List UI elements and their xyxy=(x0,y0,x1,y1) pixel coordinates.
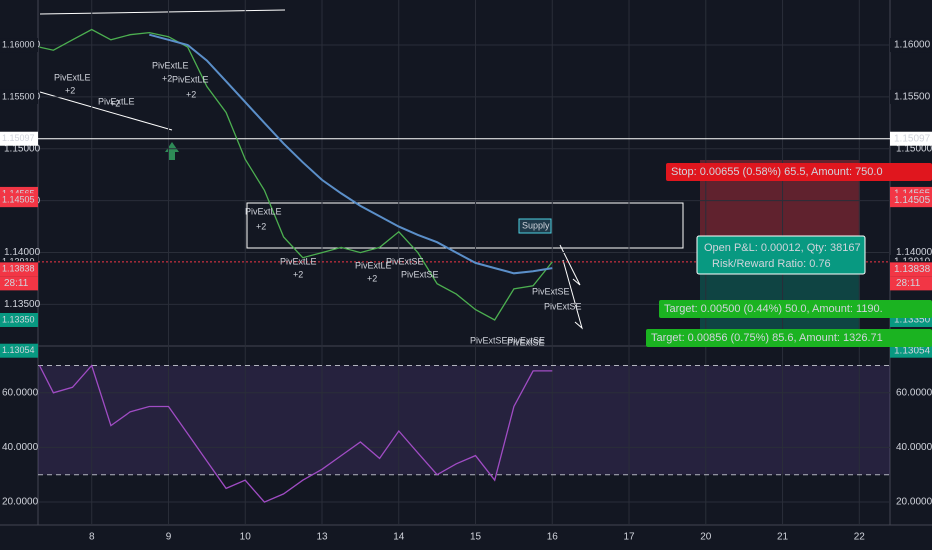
x-tick-label: 17 xyxy=(623,532,635,543)
signal-label: +2 xyxy=(162,73,172,83)
signal-label: +2 xyxy=(256,221,266,231)
x-tick-label: 9 xyxy=(166,532,172,543)
overlay-text: Target: 0.00500 (0.44%) 50.0, Amount: 11… xyxy=(664,303,883,315)
series-line xyxy=(149,33,553,275)
supply-zone xyxy=(246,202,684,249)
supply-tag xyxy=(518,218,552,234)
price-label-bg xyxy=(0,193,38,208)
signal-label: Supply xyxy=(522,220,550,230)
y-tick-label: 40.0000 xyxy=(2,442,39,453)
signal-label: +2 xyxy=(293,269,303,279)
x-tick-label: 22 xyxy=(854,532,866,543)
y-tick-label: 20.0000 xyxy=(2,497,39,508)
price-label-bg xyxy=(890,89,932,104)
price-label: 1.14505 xyxy=(2,195,35,205)
y-tick-label: 40.0000 xyxy=(896,442,932,453)
countdown: 28:11 xyxy=(896,278,921,289)
signal-label: PivExtLE xyxy=(172,74,209,84)
projection-arrow xyxy=(562,259,583,330)
series-line xyxy=(39,28,553,321)
y-tick-label: 1.15000 xyxy=(896,143,932,154)
signal-label: PivExtSE xyxy=(401,269,439,279)
price-label: 1.13350 xyxy=(894,315,931,326)
price-label: 1.15500 xyxy=(2,91,35,101)
x-tick-label: 16 xyxy=(547,532,559,543)
pnl-box xyxy=(696,235,866,275)
price-label: 1.13838 xyxy=(894,264,931,275)
signal-label: PivExtSE xyxy=(386,256,424,266)
signal-label: PivExtLE xyxy=(355,260,392,270)
signal-label: +2 xyxy=(110,98,120,108)
signal-label: PivExtLE xyxy=(54,72,91,82)
price-label: 1.13350 xyxy=(2,314,35,324)
signal-label: PivExtLE xyxy=(98,96,135,106)
price-label-bg xyxy=(0,343,38,358)
y-tick-label: 1.14000 xyxy=(4,247,41,258)
price-label-bg xyxy=(0,262,38,277)
price-label: 1.16000 xyxy=(894,40,931,51)
signal-label: +2 xyxy=(367,273,377,283)
price-label-bg xyxy=(890,343,932,358)
signal-label: +2 xyxy=(65,85,75,95)
y-tick-label: 1.13500 xyxy=(4,299,41,310)
overlay-text: Open P&L: 0.00012, Qty: 38167 xyxy=(704,242,861,254)
price-label-bg xyxy=(0,312,38,327)
price-label-bg xyxy=(890,193,932,208)
price-label: 1.14505 xyxy=(894,195,931,206)
price-label-bg xyxy=(0,89,38,104)
x-tick-label: 14 xyxy=(393,532,405,543)
overlay-box xyxy=(659,300,932,318)
price-label-bg xyxy=(0,131,38,146)
rsi-band xyxy=(38,365,890,475)
countdown-bg xyxy=(890,276,932,291)
up-signal xyxy=(165,142,179,160)
x-tick-label: 8 xyxy=(89,532,95,543)
trend-arrow xyxy=(39,9,286,15)
price-label: 1.13054 xyxy=(894,345,931,356)
y-tick-label: 1.15000 xyxy=(4,143,41,154)
x-tick-label: 13 xyxy=(316,532,328,543)
signal-label: PivExtLE xyxy=(152,60,189,70)
overlay-box xyxy=(646,329,932,347)
price-label: 1.13838 xyxy=(2,264,35,274)
countdown: 28:11 xyxy=(4,278,29,289)
price-label: 1.13054 xyxy=(2,345,35,355)
x-tick-label: 20 xyxy=(700,532,712,543)
x-tick-label: 21 xyxy=(777,532,789,543)
signal-label: PivExtSE xyxy=(532,286,570,296)
price-label-bg xyxy=(890,38,932,53)
y-tick-label: 20.0000 xyxy=(896,497,932,508)
signal-label: PivExtSE xyxy=(507,337,545,347)
price-label-bg xyxy=(0,38,38,53)
x-tick-label: 10 xyxy=(240,532,252,543)
countdown-bg xyxy=(0,276,38,291)
x-tick-label: 15 xyxy=(470,532,482,543)
y-tick-label: 60.0000 xyxy=(896,387,932,398)
series-line xyxy=(38,364,553,503)
overlay-text: Stop: 0.00655 (0.58%) 65.5, Amount: 750.… xyxy=(671,166,883,178)
signal-label: +2 xyxy=(186,89,196,99)
price-label: 1.15097 xyxy=(2,133,35,143)
overlay-box xyxy=(666,163,932,181)
price-label: 1.15500 xyxy=(894,92,931,103)
y-tick-label: 1.14000 xyxy=(896,247,932,258)
signal-label: PivExtLE xyxy=(280,256,317,266)
price-label-bg xyxy=(890,131,932,146)
y-tick-label: 60.0000 xyxy=(2,387,39,398)
projection-arrow xyxy=(559,244,581,286)
price-label: 1.15097 xyxy=(894,133,931,144)
trend-arrow xyxy=(39,91,173,131)
signal-label: PivExtSE xyxy=(544,301,582,311)
signal-label: PivExtSEPivExtSE xyxy=(470,335,545,345)
overlay-text: Target: 0.00856 (0.75%) 85.6, Amount: 13… xyxy=(651,332,883,344)
price-label: 1.16000 xyxy=(2,39,35,49)
signal-label: PivExtLE xyxy=(245,206,282,216)
overlay-text: Risk/Reward Ratio: 0.76 xyxy=(712,258,831,270)
price-label-bg xyxy=(890,262,932,277)
